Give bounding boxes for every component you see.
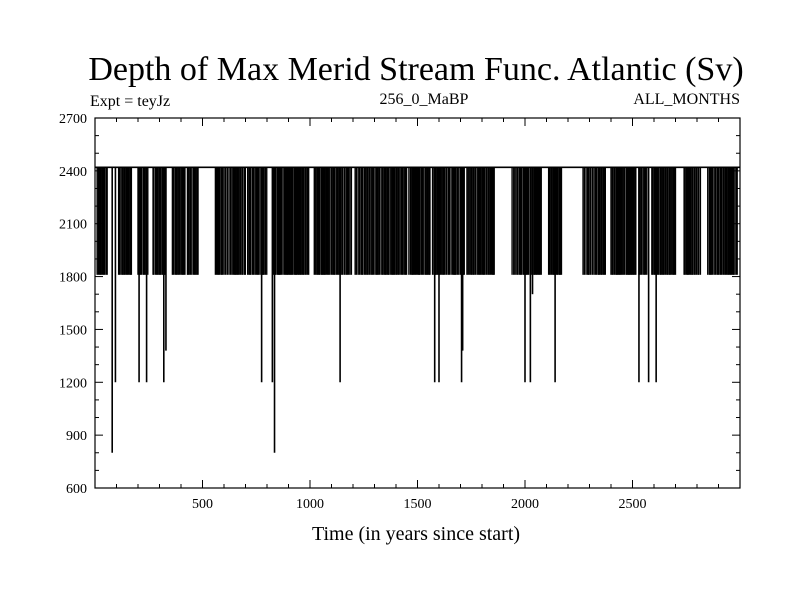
series-band [152, 167, 166, 275]
y-tick-label: 1500 [59, 323, 87, 338]
series-band [186, 167, 199, 275]
plot-frame [94, 117, 741, 489]
y-tick-label: 1800 [59, 271, 87, 286]
series-band [651, 167, 677, 275]
series-band [214, 167, 247, 275]
series-band [707, 167, 738, 275]
y-tick-label: 2100 [59, 218, 87, 233]
series-band [246, 167, 268, 275]
x-tick-label: 2500 [619, 497, 647, 512]
series-band [117, 167, 133, 275]
y-tick-label: 1200 [59, 376, 87, 391]
x-tick-label: 2000 [511, 497, 539, 512]
x-tick-label: 1000 [296, 497, 324, 512]
series-band [96, 167, 108, 275]
y-tick-label: 2400 [59, 165, 87, 180]
x-tick-label: 500 [192, 497, 213, 512]
months-label: ALL_MONTHS [633, 91, 740, 108]
series-band [683, 167, 702, 275]
x-axis-label: Time (in years since start) [312, 523, 520, 545]
series-band [582, 167, 607, 275]
series-band [610, 167, 637, 275]
x-axis: 500 1000 1500 2000 2500 [116, 118, 719, 512]
series-band [511, 167, 542, 275]
run-label: 256_0_MaBP [380, 91, 469, 108]
chart-title: Depth of Max Merid Stream Func. Atlantic… [88, 51, 743, 88]
y-axis: 600 900 1200 1500 1800 2100 2400 2700 [59, 112, 740, 497]
series-band [171, 167, 186, 275]
series-band [137, 167, 149, 275]
series-band [638, 167, 648, 275]
y-tick-label: 2700 [59, 112, 87, 127]
plot-area [95, 166, 740, 453]
series-band [354, 167, 408, 275]
series-band [408, 167, 431, 275]
series-band [466, 167, 495, 275]
series-band [272, 167, 310, 275]
x-tick-label: 1500 [404, 497, 432, 512]
series-band [431, 167, 465, 275]
y-tick-label: 600 [66, 482, 87, 497]
experiment-label: Expt = teyJz [90, 93, 170, 110]
y-tick-label: 900 [66, 429, 87, 444]
series-band [313, 167, 353, 275]
